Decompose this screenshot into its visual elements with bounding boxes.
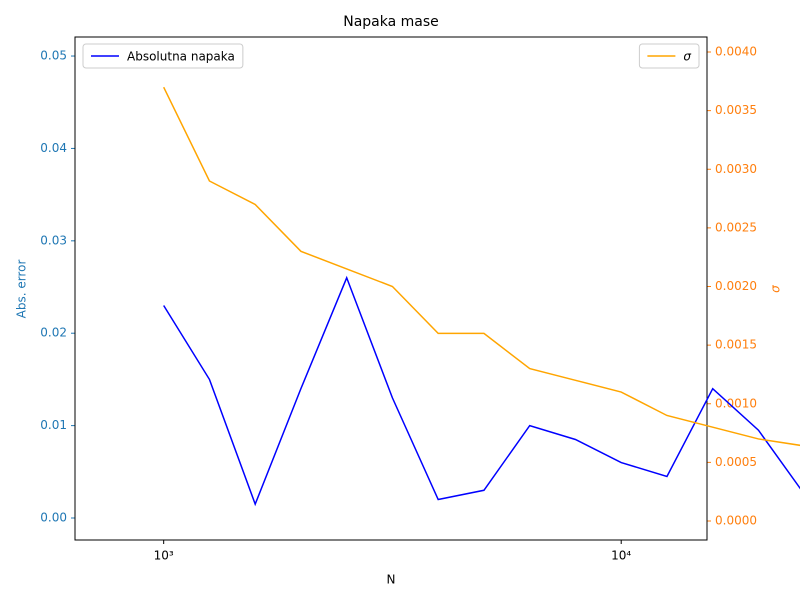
y2-tick-label: 0.0030 — [715, 162, 757, 176]
x-tick-label: 10⁴ — [611, 549, 631, 563]
y-tick-label: 0.04 — [40, 141, 67, 155]
legend-label: Absolutna napaka — [127, 50, 235, 64]
chart-title: Napaka mase — [343, 14, 439, 30]
y2-tick-label: 0.0020 — [715, 279, 757, 293]
legend-label: σ — [683, 50, 691, 64]
y2-tick-label: 0.0015 — [715, 338, 757, 352]
y2-tick-label: 0.0025 — [715, 220, 757, 234]
y-axis-label: Abs. error — [15, 260, 29, 319]
y-tick-label: 0.05 — [40, 49, 67, 63]
y-tick-label: 0.01 — [40, 418, 67, 432]
y2-tick-label: 0.0010 — [715, 396, 757, 410]
series-line — [163, 86, 800, 447]
y2-tick-label: 0.0000 — [715, 514, 757, 528]
legend-box — [82, 43, 244, 69]
series-line — [163, 275, 800, 507]
y2-tick-label: 0.0035 — [715, 103, 757, 117]
y-tick-label: 0.00 — [40, 511, 67, 525]
y-tick-label: 0.03 — [40, 233, 67, 247]
y-tick-label: 0.02 — [40, 326, 67, 340]
x-axis-label: N — [387, 573, 396, 587]
plot-frame — [74, 36, 708, 541]
x-tick-label: 10³ — [154, 549, 174, 563]
y2-tick-label: 0.0005 — [715, 455, 757, 469]
y2-axis-label: σ — [769, 285, 783, 293]
y2-tick-label: 0.0040 — [715, 45, 757, 59]
